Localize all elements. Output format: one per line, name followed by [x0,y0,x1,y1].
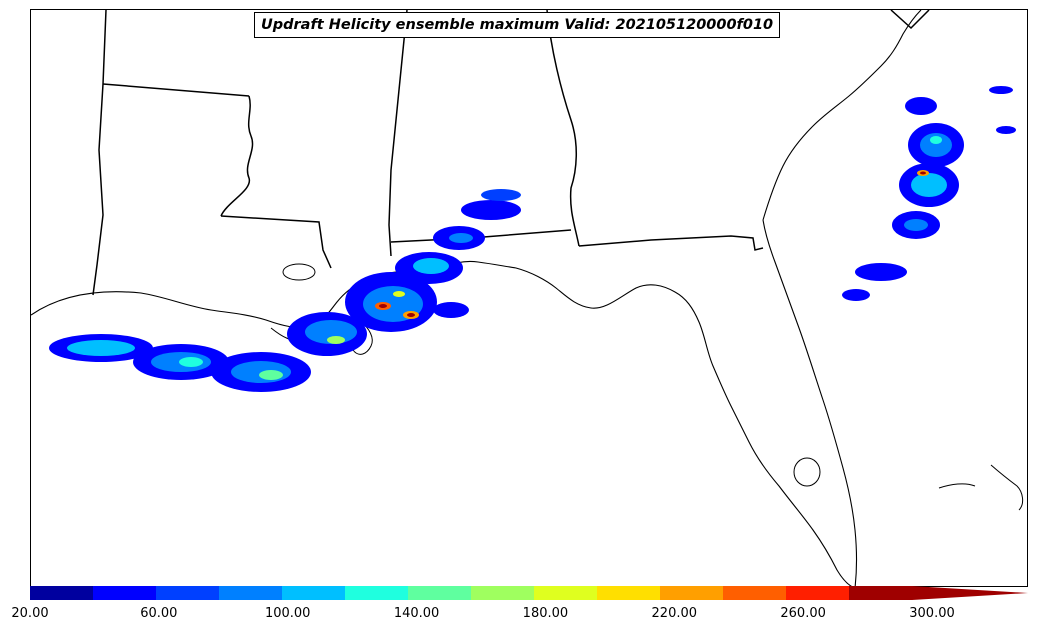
island-bahamas [938,464,1024,511]
coastline-gulf-florida [31,260,853,586]
colorbar-segment [597,586,661,600]
colorbar-tick-label: 220.00 [651,606,698,621]
colorbar-tick-label: 140.00 [393,606,440,621]
colorbar-extend-arrow [912,586,1028,600]
lake-pontchartrain [282,263,316,281]
colorbar-tick-label: 100.00 [264,606,311,621]
map-panel [30,9,1028,587]
map-title: Updraft Helicity ensemble maximum Valid:… [254,12,781,38]
coastline-southeast-atlantic [762,10,922,221]
colorbar-labels: 20.00 60.00 100.00 140.00 180.00 220.00 260.00… [0,606,1037,626]
colorbar-segment [156,586,220,600]
lake-okeechobee [793,457,821,487]
colorbar-segment [849,586,913,600]
colorbar-segment [534,586,598,600]
colorbar-segment [282,586,346,600]
coastline-florida-east [762,219,858,586]
colorbar-segment [660,586,724,600]
helicity-field [49,86,1016,392]
state-boundaries [92,10,930,296]
colorbar-segment [93,586,157,600]
colorbar [30,586,1028,600]
colorbar-segment [408,586,472,600]
colorbar-tick-label: 260.00 [780,606,826,621]
colorbar-tick-label: 180.00 [522,606,569,621]
colorbar-tick-label: 300.00 [909,606,955,621]
colorbar-segment [786,586,850,600]
map-canvas [31,10,1024,586]
colorbar-segment [723,586,787,600]
colorbar-tick-label: 60.00 [140,606,178,621]
colorbar-segment [30,586,94,600]
colorbar-segment [219,586,283,600]
colorbar-segment [471,586,535,600]
colorbar-tick-label: 20.00 [11,606,49,621]
colorbar-segment [345,586,409,600]
